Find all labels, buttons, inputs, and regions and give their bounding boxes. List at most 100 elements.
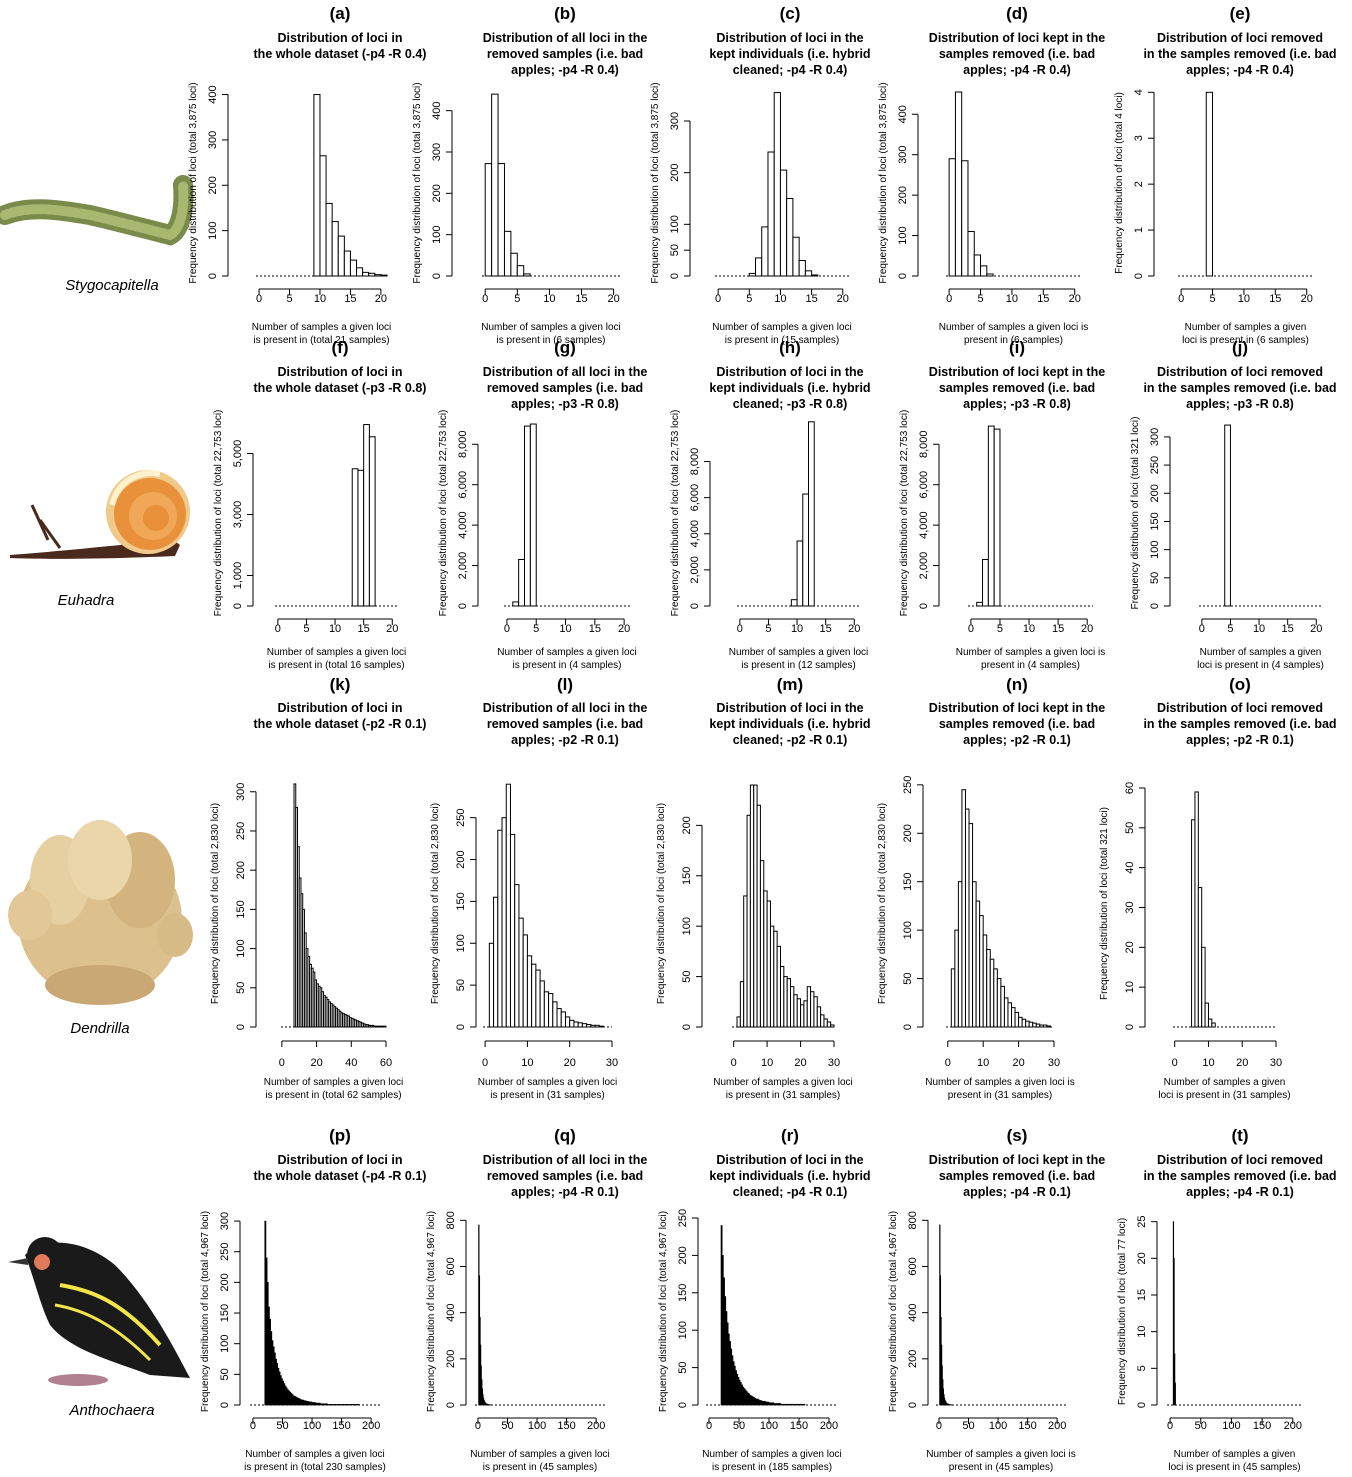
species-label-dendrilla: Dendrilla [70,1020,129,1037]
x-tick-label: 0 [482,293,488,305]
y-tick-label: 200 [431,184,443,202]
y-axis-label: Frequency distribution of loci (total 22… [670,410,681,617]
x-tick-label: 0 [1167,1420,1173,1432]
x-axis-label: present in (31 samples) [948,1090,1053,1101]
x-tick-label: 0 [275,623,281,635]
x-axis-label: Number of samples a given loci [252,322,392,333]
x-tick-label: 10 [1023,623,1035,635]
histogram-bar [516,265,525,277]
x-tick-label: 0 [279,1057,285,1069]
panel-d: (d) Distribution of loci kept in the sampl… [878,4,1105,346]
histogram-bar [497,829,503,1028]
histogram-bar [993,968,998,1028]
panel-title-line: apples; -p3 -R 0.8) [1186,397,1294,411]
y-tick-label: 4,000 [918,511,930,539]
panel-title-line: Distribution of loci kept in the [929,1153,1105,1167]
panel-title-line: kept individuals (i.e. hybrid [709,1169,870,1183]
y-tick-label: 50 [669,244,681,256]
y-tick-label: 0 [918,603,930,609]
histogram-bar [820,1014,825,1028]
histogram-bar [531,963,537,1028]
x-tick-label: 150 [1253,1420,1271,1432]
y-tick-label: 0 [677,1402,689,1408]
y-axis: 0 5 10 15 20 25 [1136,1216,1158,1408]
x-tick-label: 30 [1270,1057,1282,1069]
y-tick-label: 6,000 [689,484,701,512]
x-axis-label: Number of samples a given loci [245,1449,385,1460]
histogram-bar [497,163,505,277]
x-axis: 0 5 10 15 20 [968,618,1093,635]
panel-label: (d) [1006,4,1028,23]
y-tick-label: 50 [219,1368,231,1380]
histogram-bar [763,890,768,1028]
histogram-bar [980,265,988,277]
y-tick-label: 20 [1124,941,1136,953]
panel-label: (h) [779,338,801,357]
panel-e: (e) Distribution of loci removed in the sa… [1114,4,1337,346]
x-axis: 0 10 20 30 [945,1040,1060,1069]
x-tick-label: 15 [344,293,356,305]
x-axis: 0 5 10 15 20 [482,288,620,305]
x-tick-label: 15 [575,293,587,305]
panel-title-line: samples removed (i.e. bad [939,717,1095,731]
panel-label: (j) [1232,338,1248,357]
bars [264,1220,360,1406]
histogram-bar [1003,997,1009,1028]
y-axis-label: Frequency distribution of loci (total 22… [899,410,910,617]
x-tick-label: 5 [533,623,539,635]
x-axis-label: Number of samples a given loci [264,1077,404,1088]
histogram-bar [357,469,365,607]
histogram-bar [581,1023,588,1028]
histogram-bar [510,252,518,277]
panel-title-line: removed samples (i.e. bad [487,717,643,731]
y-axis-label: Frequency distribution of loci (total 3,… [188,82,199,283]
panel-title-line: apples; -p4 -R 0.4) [1186,63,1294,77]
y-tick-label: 200 [207,176,219,194]
panel-title-line: Distribution of loci in [278,701,403,715]
x-axis-label: is present in (total 16 samples) [268,660,404,671]
y-axis-label: Frequency distribution of loci (total 2,… [430,803,441,1004]
panel-title-line: cleaned; -p2 -R 0.1) [733,733,848,747]
species-label-stygocapitella: Stygocapitella [65,277,158,294]
panel-title-line: Distribution of loci kept in the [929,31,1105,45]
panel-l: (l) Distribution of all loci in the remove… [430,675,647,1101]
x-tick-label: 50 [733,1420,745,1432]
histogram-bar [1018,1016,1023,1028]
histogram-bar [488,942,495,1028]
x-axis-label: is present in (12 samples) [741,660,856,671]
x-axis: 0 50 100 150 200 [936,1417,1066,1432]
panel-title-line: Distribution of loci in [278,1153,403,1167]
y-tick-label: 300 [669,112,681,130]
histogram-bar [954,91,963,277]
x-tick-label: 15 [820,623,832,635]
histogram-bar [343,250,351,277]
x-tick-label: 0 [945,1057,951,1069]
histogram-bar [964,808,970,1028]
panel-title-line: Distribution of loci kept in the [929,365,1105,379]
histogram-bar [773,930,778,1028]
y-tick-label: 0 [207,273,219,279]
x-tick-label: 15 [1282,623,1294,635]
histogram-bar [792,236,800,277]
y-axis-label: Frequency distribution of loci (total 2,… [877,803,888,1004]
x-axis: 0 5 10 15 20 [946,288,1081,305]
histogram-bar [514,884,520,1028]
x-axis: 0 5 10 15 20 [275,618,398,635]
y-tick-label: 200 [445,1350,457,1368]
x-axis: 0 10 20 30 [1172,1040,1282,1069]
bars [1224,424,1231,607]
y-axis: 0 2,000 4,000 6,000 8,000 [689,448,711,609]
y-axis-label: Frequency distribution of loci (total 4,… [200,1211,211,1412]
y-tick-label: 200 [669,163,681,181]
x-axis: 0 20 40 60 [279,1040,392,1069]
x-tick-label: 20 [848,623,860,635]
panel-title-line: Distribution of all loci in the [483,701,648,715]
panel-label: (o) [1229,675,1251,694]
x-axis: 0 50 100 150 200 [475,1417,605,1432]
histogram-bar [1194,791,1199,1028]
x-tick-label: 20 [618,623,630,635]
y-tick-label: 8,000 [689,448,701,476]
histogram-bar [518,559,526,607]
x-tick-label: 10 [791,623,803,635]
y-tick-label: 400 [431,101,443,119]
